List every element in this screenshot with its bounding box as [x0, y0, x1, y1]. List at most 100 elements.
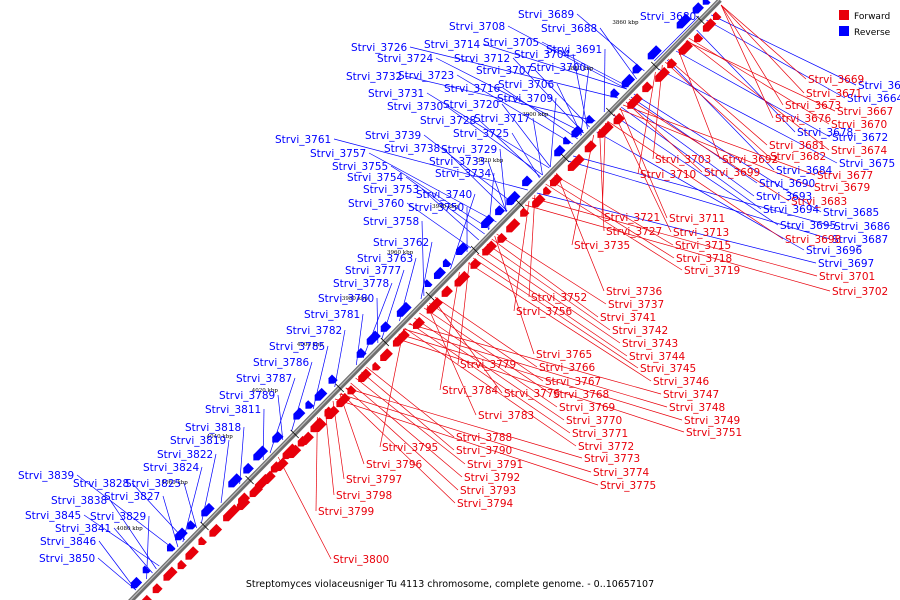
forward-gene-arrow[interactable] — [275, 457, 289, 472]
reverse-gene-arrow[interactable] — [253, 445, 269, 461]
forward-gene-label[interactable]: Strvi_3737 — [608, 299, 664, 311]
reverse-gene-label[interactable]: Strvi_3750 — [408, 202, 464, 214]
forward-gene-arrow[interactable] — [412, 316, 425, 329]
forward-gene-arrow[interactable] — [358, 368, 372, 383]
forward-gene-label[interactable]: Strvi_3775 — [600, 480, 656, 492]
reverse-gene-label[interactable]: Strvi_3829 — [90, 511, 146, 523]
reverse-gene-label[interactable]: Strvi_3691 — [546, 44, 602, 56]
reverse-gene-label[interactable]: Strvi_3777 — [345, 265, 401, 277]
forward-gene-arrow[interactable] — [497, 232, 508, 243]
forward-gene-label[interactable]: Strvi_3768 — [553, 389, 609, 401]
reverse-gene-label[interactable]: Strvi_3714 — [424, 39, 481, 51]
forward-gene-label[interactable]: Strvi_3756 — [516, 306, 573, 318]
reverse-gene-label[interactable]: Strvi_3729 — [441, 144, 497, 156]
reverse-gene-label[interactable]: Strvi_3697 — [818, 258, 874, 270]
reverse-gene-arrow[interactable] — [554, 144, 566, 157]
reverse-gene-arrow[interactable] — [328, 374, 338, 384]
forward-gene-arrow[interactable] — [520, 207, 530, 217]
reverse-gene-arrow[interactable] — [293, 407, 306, 420]
forward-gene-label[interactable]: Strvi_3735 — [574, 240, 630, 252]
reverse-gene-label[interactable]: Strvi_3709 — [497, 93, 553, 105]
reverse-gene-label[interactable]: Strvi_3818 — [185, 422, 241, 434]
reverse-gene-label[interactable]: Strvi_3661 — [858, 80, 900, 92]
forward-gene-label[interactable]: Strvi_3669 — [808, 74, 864, 86]
reverse-gene-arrow[interactable] — [495, 205, 506, 216]
forward-gene-arrow[interactable] — [613, 112, 625, 125]
reverse-gene-label[interactable]: Strvi_3846 — [40, 536, 97, 548]
forward-gene-label[interactable]: Strvi_3746 — [653, 376, 710, 388]
reverse-gene-label[interactable]: Strvi_3684 — [776, 165, 833, 177]
forward-gene-label[interactable]: Strvi_3703 — [655, 154, 711, 166]
reverse-gene-label[interactable]: Strvi_3753 — [363, 184, 419, 196]
reverse-gene-label[interactable]: Strvi_3758 — [363, 216, 419, 228]
forward-gene-label[interactable]: Strvi_3800 — [333, 554, 389, 566]
reverse-gene-label[interactable]: Strvi_3845 — [25, 510, 81, 522]
reverse-gene-label[interactable]: Strvi_3781 — [304, 309, 360, 321]
reverse-gene-label[interactable]: Strvi_3761 — [275, 134, 331, 146]
reverse-gene-label[interactable]: Strvi_3811 — [205, 404, 261, 416]
reverse-gene-label[interactable]: Strvi_3726 — [351, 42, 408, 54]
reverse-gene-arrow[interactable] — [522, 175, 533, 187]
forward-gene-label[interactable]: Strvi_3699 — [704, 167, 760, 179]
forward-gene-arrow[interactable] — [223, 504, 240, 522]
forward-gene-label[interactable]: Strvi_3745 — [640, 363, 696, 375]
reverse-gene-label[interactable]: Strvi_3686 — [834, 221, 891, 233]
forward-gene-label[interactable]: Strvi_3792 — [464, 472, 520, 484]
reverse-gene-label[interactable]: Strvi_3838 — [51, 495, 107, 507]
forward-gene-arrow[interactable] — [597, 121, 614, 138]
forward-gene-label[interactable]: Strvi_3765 — [536, 349, 592, 361]
forward-gene-label[interactable]: Strvi_3718 — [676, 253, 732, 265]
reverse-gene-label[interactable]: Strvi_3664 — [847, 93, 900, 105]
forward-gene-label[interactable]: Strvi_3736 — [606, 286, 663, 298]
forward-gene-label[interactable]: Strvi_3710 — [640, 169, 696, 181]
forward-gene-arrow[interactable] — [543, 186, 552, 195]
forward-gene-arrow[interactable] — [667, 58, 678, 69]
reverse-gene-label[interactable]: Strvi_3734 — [435, 168, 492, 180]
reverse-gene-label[interactable]: Strvi_3740 — [416, 189, 472, 201]
forward-gene-label[interactable]: Strvi_3767 — [545, 376, 601, 388]
reverse-gene-label[interactable]: Strvi_3716 — [444, 83, 501, 95]
forward-gene-arrow[interactable] — [287, 444, 302, 459]
reverse-gene-label[interactable]: Strvi_3678 — [797, 127, 853, 139]
forward-gene-label[interactable]: Strvi_3683 — [791, 196, 847, 208]
forward-gene-arrow[interactable] — [347, 385, 357, 395]
forward-gene-arrow[interactable] — [642, 81, 653, 93]
forward-gene-arrow[interactable] — [380, 348, 393, 361]
forward-gene-arrow[interactable] — [426, 297, 443, 314]
forward-gene-arrow[interactable] — [694, 32, 704, 43]
forward-gene-arrow[interactable] — [163, 566, 178, 581]
forward-gene-arrow[interactable] — [702, 18, 717, 32]
forward-gene-label[interactable]: Strvi_3713 — [673, 227, 729, 239]
forward-gene-arrow[interactable] — [326, 405, 340, 420]
forward-gene-label[interactable]: Strvi_3667 — [837, 106, 893, 118]
forward-gene-arrow[interactable] — [712, 11, 722, 21]
reverse-gene-label[interactable]: Strvi_3690 — [759, 178, 815, 190]
reverse-gene-label[interactable]: Strvi_3675 — [839, 158, 895, 170]
reverse-gene-arrow[interactable] — [130, 576, 143, 589]
forward-gene-label[interactable]: Strvi_3796 — [366, 459, 423, 471]
reverse-gene-arrow[interactable] — [692, 2, 704, 14]
reverse-gene-label[interactable]: Strvi_3839 — [18, 470, 74, 482]
reverse-gene-label[interactable]: Strvi_3782 — [286, 325, 342, 337]
forward-gene-arrow[interactable] — [454, 270, 471, 287]
reverse-gene-label[interactable]: Strvi_3841 — [55, 523, 111, 535]
forward-gene-label[interactable]: Strvi_3783 — [478, 410, 534, 422]
forward-gene-arrow[interactable] — [584, 140, 597, 153]
reverse-gene-label[interactable]: Strvi_3762 — [373, 237, 429, 249]
forward-gene-label[interactable]: Strvi_3748 — [669, 402, 725, 414]
reverse-gene-arrow[interactable] — [175, 527, 188, 541]
reverse-gene-label[interactable]: Strvi_3778 — [333, 278, 389, 290]
forward-gene-arrow[interactable] — [249, 483, 263, 498]
reverse-gene-arrow[interactable] — [610, 88, 620, 98]
reverse-gene-label[interactable]: Strvi_3695 — [780, 220, 836, 232]
reverse-gene-label[interactable]: Strvi_3785 — [269, 341, 325, 353]
reverse-gene-arrow[interactable] — [201, 502, 215, 517]
forward-gene-arrow[interactable] — [549, 173, 563, 187]
reverse-gene-arrow[interactable] — [228, 473, 243, 488]
forward-gene-arrow[interactable] — [313, 418, 327, 433]
forward-gene-arrow[interactable] — [198, 536, 207, 546]
reverse-gene-label[interactable]: Strvi_3786 — [253, 357, 310, 369]
reverse-gene-label[interactable]: Strvi_3824 — [143, 462, 200, 474]
reverse-gene-arrow[interactable] — [424, 279, 433, 288]
reverse-gene-arrow[interactable] — [571, 125, 584, 138]
